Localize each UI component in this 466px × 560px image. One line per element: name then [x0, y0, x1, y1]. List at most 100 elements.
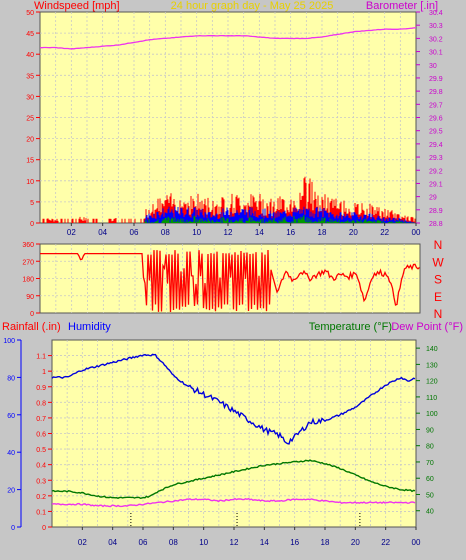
compass-label: N [434, 307, 443, 321]
windspeed-tick-label: 20 [26, 137, 34, 144]
barometer-tick-label: 30.2 [429, 36, 443, 43]
compass-label: N [434, 238, 443, 252]
x-tick-label: 02 [67, 228, 76, 237]
humidity-tick-label: 20 [7, 488, 15, 495]
compass-label: S [434, 273, 442, 287]
rainfall-tick-label: 0.6 [36, 432, 46, 439]
temperature-tick-label: 60 [426, 476, 434, 483]
rainfall-tick-label: 0.2 [36, 494, 46, 501]
x-tick-label: 08 [169, 538, 178, 547]
x-tick-label: 14 [255, 228, 264, 237]
temperature-line [51, 459, 416, 500]
temperature-tick-label: 130 [426, 362, 438, 369]
windspeed-tick-label: 15 [26, 158, 34, 165]
humidity-tick-label: 100 [3, 338, 15, 345]
windspeed-tick-label: 25 [26, 116, 34, 123]
barometer-line [39, 27, 417, 50]
x-tick-label: 10 [192, 228, 201, 237]
temperature-tick-label: 50 [426, 492, 434, 499]
dew-point-line [51, 497, 416, 508]
windspeed-tick-label: 30 [26, 94, 34, 101]
rainfall-tick-label: 0.9 [36, 385, 46, 392]
windspeed-axis-title: Windspeed [mph] [34, 0, 120, 12]
x-tick-label: 20 [349, 228, 358, 237]
x-tick-label: 04 [108, 538, 117, 547]
x-tick-label: 18 [321, 538, 330, 547]
x-tick-label: 00 [412, 538, 421, 547]
barometer-tick-label: 29.4 [429, 142, 443, 149]
temperature-tick-label: 120 [426, 379, 438, 386]
rainfall-tick-label: 0 [42, 525, 46, 532]
rainfall-axis-title: Rainfall (.in) [2, 321, 61, 333]
windspeed-tick-label: 10 [26, 179, 34, 186]
x-tick-label: 06 [139, 538, 148, 547]
x-tick-label: 04 [98, 228, 107, 237]
compass-label: W [432, 255, 444, 269]
barometer-tick-label: 29.3 [429, 155, 443, 162]
rainfall-tick-label: 0.3 [36, 478, 46, 485]
windspeed-tick-label: 5 [30, 200, 34, 207]
barometer-tick-label: 29.2 [429, 168, 443, 175]
x-tick-label: 06 [130, 228, 139, 237]
temperature-tick-label: 80 [426, 444, 434, 451]
windspeed-tick-label: 45 [26, 31, 34, 38]
x-tick-label: 08 [161, 228, 170, 237]
humidity-line [51, 353, 416, 445]
temperature-tick-label: 110 [426, 395, 437, 402]
barometer-tick-label: 29.7 [429, 102, 443, 109]
temperature-tick-label: 70 [426, 460, 434, 467]
rainfall-tick-label: 0.8 [36, 400, 46, 407]
temperature-tick-label: 40 [426, 509, 434, 516]
temperature-tick-label: 100 [426, 411, 438, 418]
x-tick-label: 22 [380, 228, 389, 237]
temperature-axis-title: Temperature (°F) [309, 321, 392, 333]
direction-tick-label: 360 [22, 242, 34, 249]
barometer-tick-label: 30.4 [429, 10, 443, 17]
x-tick-label: 22 [381, 538, 390, 547]
humidity-tick-label: 80 [7, 375, 15, 382]
windspeed-tick-label: 40 [26, 52, 34, 59]
x-tick-label: 12 [224, 228, 233, 237]
humidity-tick-label: 60 [7, 413, 15, 420]
barometer-axis-title: Barometer [.in] [366, 0, 438, 12]
rainfall-tick-label: 1 [42, 369, 46, 376]
barometer-tick-label: 29.8 [429, 89, 443, 96]
direction-tick-label: 90 [26, 294, 34, 301]
wind-low-series [144, 215, 416, 223]
windspeed-tick-label: 0 [30, 221, 34, 228]
chart-title: 24 hour graph day - May 25 2025 [171, 0, 334, 12]
barometer-tick-label: 30 [429, 63, 437, 70]
x-tick-label: 00 [412, 228, 421, 237]
x-tick-label: 14 [260, 538, 269, 547]
x-tick-label: 20 [351, 538, 360, 547]
direction-tick-label: 270 [22, 259, 34, 266]
barometer-tick-label: 29.6 [429, 116, 443, 123]
dewpoint-axis-title: Dew Point (°F) [391, 321, 463, 333]
barometer-tick-label: 28.9 [429, 208, 443, 215]
compass-label: E [434, 290, 442, 304]
rainfall-tick-label: 0.5 [36, 447, 46, 454]
barometer-tick-label: 29.5 [429, 129, 443, 136]
barometer-tick-label: 28.8 [429, 221, 443, 228]
direction-tick-label: 180 [22, 277, 34, 284]
wind-direction-line [40, 249, 420, 313]
temperature-tick-label: 90 [426, 427, 434, 434]
rainfall-tick-label: 0.1 [36, 509, 46, 516]
x-tick-label: 10 [199, 538, 208, 547]
x-tick-label: 02 [78, 538, 87, 547]
x-tick-label: 12 [230, 538, 239, 547]
barometer-tick-label: 29 [429, 195, 437, 202]
temperature-tick-label: 140 [426, 346, 438, 353]
x-tick-label: 16 [290, 538, 299, 547]
rainfall-tick-label: 1.1 [36, 354, 46, 361]
barometer-tick-label: 29.1 [429, 181, 443, 188]
humidity-tick-label: 40 [7, 450, 15, 457]
x-tick-label: 18 [318, 228, 327, 237]
rainfall-tick-label: 0.4 [36, 463, 46, 470]
humidity-axis-title: Humidity [68, 321, 111, 333]
barometer-tick-label: 30.1 [429, 50, 443, 57]
direction-tick-label: 0 [30, 311, 34, 318]
x-tick-label: 16 [286, 228, 295, 237]
